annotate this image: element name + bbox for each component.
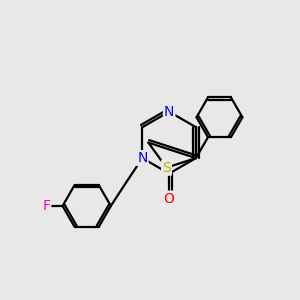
Text: N: N <box>137 151 148 165</box>
Text: N: N <box>164 105 174 119</box>
Text: F: F <box>42 199 50 213</box>
Text: S: S <box>162 161 171 175</box>
Text: O: O <box>164 192 175 206</box>
